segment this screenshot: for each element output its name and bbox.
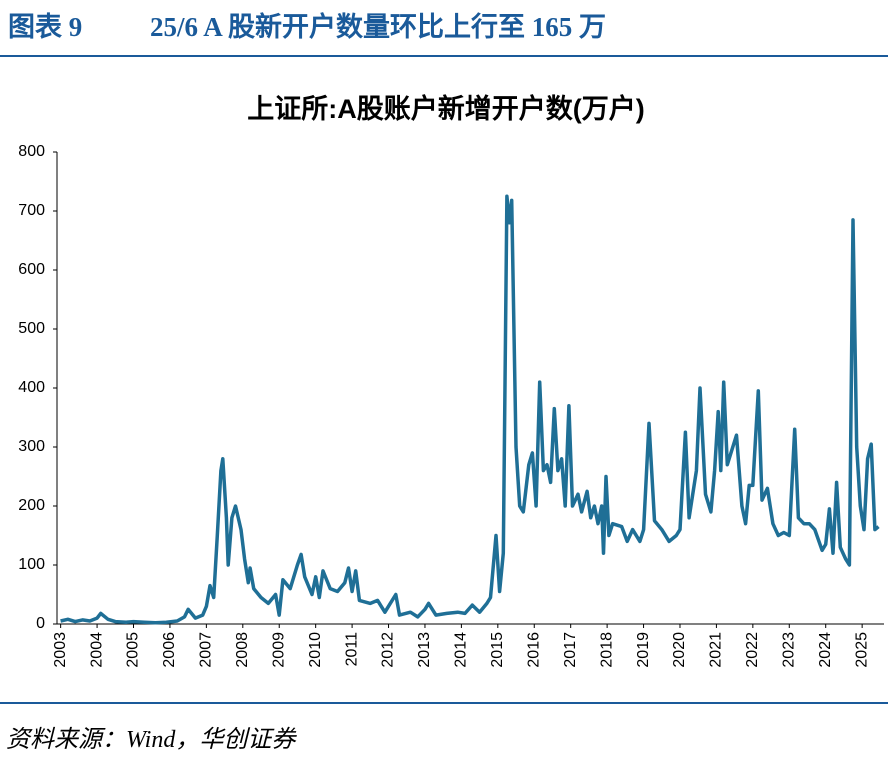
x-tick-label: 2007 (198, 632, 215, 668)
x-tick-label: 2025 (853, 632, 870, 668)
y-tick-label: 800 (18, 143, 45, 160)
x-tick-label: 2023 (780, 632, 797, 668)
y-tick-label: 600 (18, 261, 45, 278)
x-tick-label: 2021 (708, 632, 725, 668)
y-tick-label: 0 (36, 615, 45, 632)
x-tick-label: 2014 (453, 632, 470, 668)
x-tick-label: 2008 (234, 632, 251, 668)
x-tick-label: 2013 (416, 632, 433, 668)
y-tick-label: 700 (18, 202, 45, 219)
y-tick-label: 300 (18, 438, 45, 455)
x-tick-label: 2024 (817, 632, 834, 668)
x-tick-label: 2018 (598, 632, 615, 668)
y-tick-label: 400 (18, 379, 45, 396)
y-tick-label: 200 (18, 497, 45, 514)
figure-label: 图表 9 (8, 12, 82, 42)
x-tick-label: 2022 (744, 632, 761, 668)
x-tick-label: 2003 (52, 632, 69, 668)
x-tick-label: 2004 (88, 632, 105, 668)
x-tick-label: 2016 (525, 632, 542, 668)
data-line (60, 194, 880, 625)
x-tick-label: 2015 (489, 632, 506, 668)
x-tick-label: 2020 (671, 632, 688, 668)
x-tick-label: 2011 (343, 632, 360, 667)
x-tick-label: 2006 (161, 632, 178, 668)
y-tick-label: 100 (18, 556, 45, 573)
source-note: 资料来源：Wind，华创证券 (6, 726, 297, 753)
x-tick-label: 2010 (307, 632, 324, 668)
x-tick-label: 2009 (270, 632, 287, 668)
x-tick-label: 2019 (635, 632, 652, 668)
x-tick-label: 2017 (562, 632, 579, 668)
x-tick-label: 2012 (380, 632, 397, 668)
y-tick-label: 500 (18, 320, 45, 337)
page-title: 25/6 A 股新开户数量环比上行至 165 万 (150, 11, 606, 42)
x-tick-label: 2005 (125, 632, 142, 668)
chart-title: 上证所:A股账户新增开户数(万户) (247, 93, 644, 124)
